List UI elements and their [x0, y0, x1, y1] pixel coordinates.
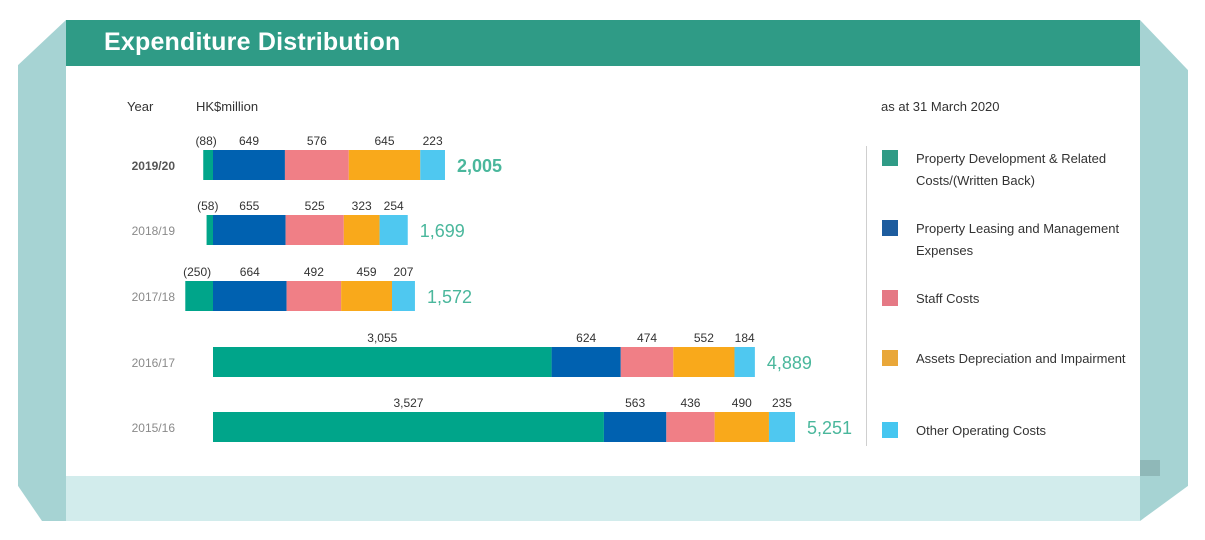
- year-label-2018-19: 2018/19: [132, 224, 176, 238]
- total-label-2016-17: 4,889: [767, 353, 812, 373]
- bar-segment-2018-19-1: [206, 215, 213, 245]
- value-label-2015-16-4: 490: [732, 396, 752, 410]
- frame-left-bevel: [18, 20, 66, 521]
- bar-segment-2015-16-5: [768, 412, 795, 442]
- total-label-2017-18: 1,572: [427, 287, 472, 307]
- year-label-2017-18: 2017/18: [132, 290, 176, 304]
- bar-segment-2019-20-5: [420, 150, 445, 180]
- value-label-2017-18-3: 492: [304, 265, 324, 279]
- bar-segment-2019-20-1: [203, 150, 213, 180]
- legend-swatch: [882, 422, 898, 438]
- legend-swatch: [882, 150, 898, 166]
- total-label-2018-19: 1,699: [420, 221, 465, 241]
- bar-segment-2016-17-3: [620, 347, 674, 377]
- year-column-header: Year: [127, 99, 154, 114]
- bar-segment-2019-20-4: [348, 150, 421, 180]
- bar-segment-2015-16-3: [666, 412, 715, 442]
- legend-label: Assets Depreciation and Impairment: [916, 351, 1126, 366]
- chart-panel: [66, 66, 1140, 476]
- header-bar: [66, 20, 1140, 66]
- value-label-2016-17-1: 3,055: [367, 331, 397, 345]
- value-label-2018-19-1: (58): [197, 199, 218, 213]
- value-label-2017-18-4: 459: [357, 265, 377, 279]
- bar-segment-2018-19-2: [213, 215, 286, 245]
- bar-segment-2016-17-5: [734, 347, 755, 377]
- value-label-2019-20-1: (88): [195, 134, 216, 148]
- legend-swatch: [882, 350, 898, 366]
- legend-swatch: [882, 290, 898, 306]
- year-label-2016-17: 2016/17: [132, 356, 176, 370]
- value-label-2019-20-3: 576: [307, 134, 327, 148]
- bar-segment-2016-17-4: [673, 347, 735, 377]
- value-label-2015-16-2: 563: [625, 396, 645, 410]
- bar-segment-2017-18-4: [341, 281, 393, 311]
- page-title: Expenditure Distribution: [104, 28, 401, 56]
- bar-segment-2016-17-2: [551, 347, 621, 377]
- bar-segment-2015-16-4: [714, 412, 769, 442]
- frame-bottom-band: [66, 476, 1140, 521]
- value-label-2015-16-3: 436: [680, 396, 700, 410]
- value-label-2018-19-4: 323: [352, 199, 372, 213]
- value-label-2015-16-5: 235: [772, 396, 792, 410]
- bar-segment-2015-16-2: [603, 412, 667, 442]
- bar-segment-2018-19-4: [343, 215, 380, 245]
- value-label-2016-17-2: 624: [576, 331, 596, 345]
- value-label-2016-17-5: 184: [735, 331, 755, 345]
- frame-corner-shade: [1140, 460, 1160, 476]
- total-label-2015-16: 5,251: [807, 418, 852, 438]
- value-label-2016-17-4: 552: [694, 331, 714, 345]
- bar-segment-2017-18-5: [392, 281, 415, 311]
- value-label-2017-18-2: 664: [240, 265, 260, 279]
- bar-segment-2018-19-3: [285, 215, 344, 245]
- bar-segment-2018-19-5: [379, 215, 408, 245]
- value-label-2018-19-3: 525: [305, 199, 325, 213]
- value-label-2019-20-5: 223: [423, 134, 443, 148]
- bar-segment-2019-20-3: [284, 150, 349, 180]
- value-label-2018-19-5: 254: [384, 199, 404, 213]
- bar-segment-2016-17-1: [213, 347, 552, 377]
- legend-swatch: [882, 220, 898, 236]
- value-label-2019-20-4: 645: [375, 134, 395, 148]
- legend-label: Property Development & Related Costs/(Wr…: [916, 151, 1107, 188]
- year-label-2019-20: 2019/20: [132, 159, 176, 173]
- year-label-2015-16: 2015/16: [132, 421, 176, 435]
- unit-header: HK$million: [196, 99, 259, 114]
- bar-segment-2017-18-3: [286, 281, 342, 311]
- value-label-2017-18-1: (250): [183, 265, 211, 279]
- bar-segment-2017-18-2: [213, 281, 287, 311]
- legend-label: Other Operating Costs: [916, 423, 1047, 438]
- total-label-2019-20: 2,005: [457, 156, 502, 176]
- legend-label: Staff Costs: [916, 291, 980, 306]
- legend-divider: [866, 146, 867, 446]
- value-label-2018-19-2: 655: [239, 199, 259, 213]
- value-label-2017-18-5: 207: [393, 265, 413, 279]
- bar-segment-2017-18-1: [185, 281, 213, 311]
- value-label-2019-20-2: 649: [239, 134, 259, 148]
- bar-segment-2019-20-2: [213, 150, 285, 180]
- bar-segment-2015-16-1: [213, 412, 604, 442]
- legend-label: Property Leasing and Management Expenses: [916, 221, 1120, 258]
- value-label-2016-17-3: 474: [637, 331, 657, 345]
- as-at-date: as at 31 March 2020: [881, 99, 1000, 114]
- value-label-2015-16-1: 3,527: [393, 396, 423, 410]
- frame-right-bevel: [1140, 20, 1188, 521]
